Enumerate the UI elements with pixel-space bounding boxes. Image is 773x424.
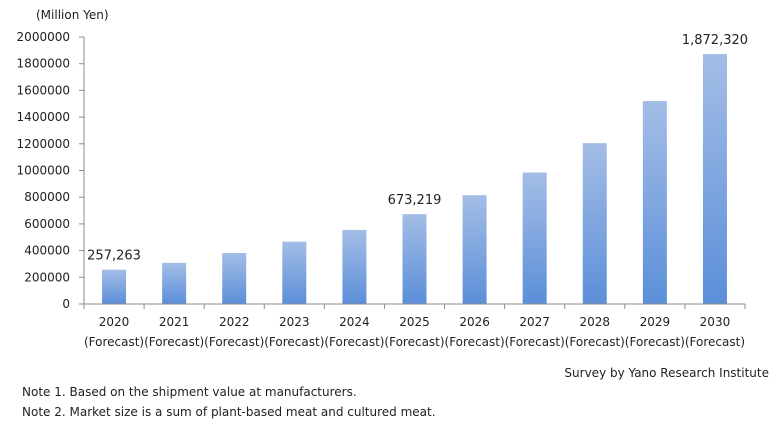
data-label: 1,872,320 — [682, 33, 748, 48]
x-tick-sublabel: (Forecast) — [445, 335, 505, 349]
y-tick-label: 400000 — [24, 244, 70, 258]
y-tick-label: 1200000 — [17, 137, 70, 151]
bar-chart: 0 200000 400000 600000 800000 1000000 1200000 1… — [17, 30, 748, 349]
y-tick-label: 0 — [62, 297, 70, 311]
x-tick-label: 2027 — [519, 315, 550, 329]
x-tick-sublabel: (Forecast) — [625, 335, 685, 349]
y-axis: 0 200000 400000 600000 800000 1000000 1200000 1… — [17, 30, 85, 311]
data-label: 673,219 — [388, 193, 442, 208]
x-tick-label: 2023 — [279, 315, 310, 329]
data-label: 257,263 — [87, 249, 141, 264]
bar-2022 — [222, 253, 247, 304]
x-tick-label: 2021 — [159, 315, 190, 329]
x-tick-label: 2022 — [219, 315, 250, 329]
y-tick-label: 1800000 — [17, 57, 70, 71]
x-tick-label: 2029 — [640, 315, 671, 329]
y-tick-label: 1600000 — [17, 83, 70, 97]
y-tick-label: 200000 — [24, 270, 70, 284]
bar-2023 — [282, 241, 307, 304]
x-tick-label: 2024 — [339, 315, 370, 329]
source-credit: Survey by Yano Research Institute — [564, 366, 769, 380]
bar-2028 — [582, 143, 607, 304]
note-2: Note 2. Market size is a sum of plant-ba… — [22, 405, 436, 419]
y-tick-label: 1400000 — [17, 110, 70, 124]
y-tick-label: 800000 — [24, 190, 70, 204]
x-tick-sublabel: (Forecast) — [384, 335, 444, 349]
x-tick-sublabel: (Forecast) — [505, 335, 565, 349]
bar-2027 — [522, 172, 547, 304]
x-tick-sublabel: (Forecast) — [84, 335, 144, 349]
y-axis-unit-label: (Million Yen) — [36, 8, 109, 22]
bar-2030 — [702, 54, 727, 304]
bar-2020 — [102, 269, 127, 304]
x-axis: 2020 (Forecast) 2021 (Forecast) 2022 (Forecas… — [83, 303, 746, 349]
x-tick-sublabel: (Forecast) — [324, 335, 384, 349]
x-tick-label: 2028 — [579, 315, 610, 329]
bar-2021 — [162, 262, 187, 304]
bar-2025 — [402, 214, 427, 304]
x-tick-sublabel: (Forecast) — [204, 335, 264, 349]
x-tick-label: 2020 — [99, 315, 130, 329]
x-tick-label: 2026 — [459, 315, 490, 329]
x-tick-label: 2030 — [700, 315, 731, 329]
y-tick-label: 600000 — [24, 217, 70, 231]
bars — [102, 54, 727, 304]
note-1: Note 1. Based on the shipment value at m… — [22, 385, 357, 399]
bar-2029 — [642, 101, 667, 304]
bar-2024 — [342, 229, 367, 304]
x-tick-sublabel: (Forecast) — [685, 335, 745, 349]
x-tick-sublabel: (Forecast) — [565, 335, 625, 349]
x-tick-sublabel: (Forecast) — [144, 335, 204, 349]
x-tick-label: 2025 — [399, 315, 430, 329]
y-tick-label: 2000000 — [17, 30, 70, 44]
data-labels: 257,263 673,219 1,872,320 — [87, 33, 748, 264]
bar-2026 — [462, 195, 487, 304]
y-tick-label: 1000000 — [17, 164, 70, 178]
x-tick-sublabel: (Forecast) — [264, 335, 324, 349]
